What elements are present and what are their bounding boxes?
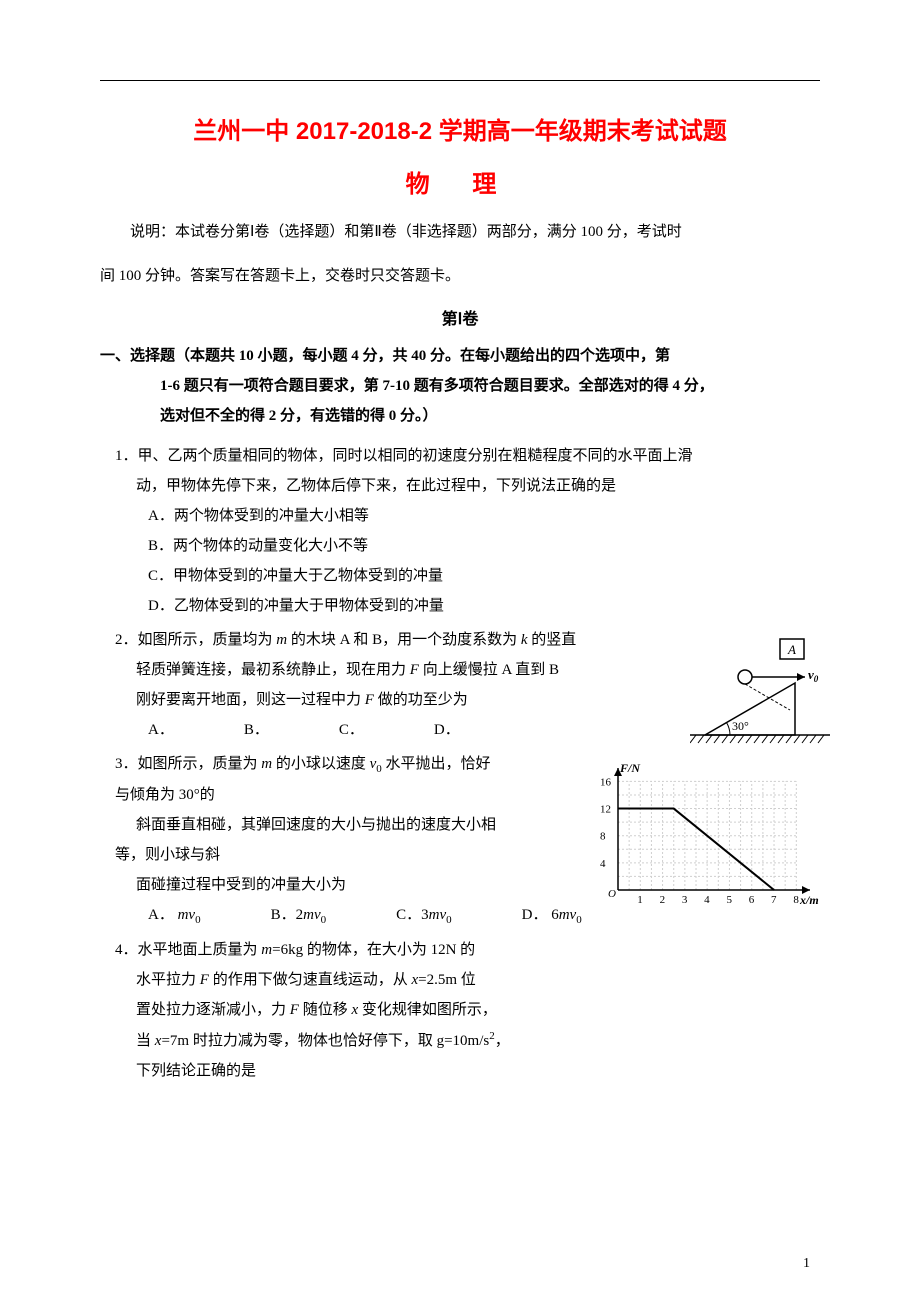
svg-text:12: 12 [600, 804, 611, 816]
page-title: 兰州一中 2017-2018-2 学期高一年级期末考试试题 [100, 111, 820, 146]
graph-ylabel: F/N [619, 761, 641, 775]
section1-head-l2: 1-6 题只有一项符合题目要求，第 7-10 题有多项符合题目要求。全部选对的得… [108, 371, 821, 401]
svg-text:16: 16 [600, 776, 612, 788]
q1-optA: A．两个物体受到的冲量大小相等 [100, 501, 820, 531]
svg-text:5: 5 [726, 894, 732, 906]
q1-optD: D．乙物体受到的冲量大于甲物体受到的冲量 [100, 591, 820, 621]
q3-optC: C．3mv0 [396, 900, 452, 931]
q3-optA: A． mv0 [148, 900, 201, 931]
q2-optB: B． [244, 715, 269, 745]
section1-head: 一、选择题（本题共 10 小题，每小题 4 分，共 40 分。在每小题给出的四个… [100, 341, 820, 431]
section1-head-l3: 选对但不全的得 2 分，有选错的得 0 分。） [108, 401, 821, 431]
q4: 4．水平地面上质量为 m=6kg 的物体，在大小为 12N 的 水平拉力 F 的… [100, 935, 820, 1086]
q4-stem-l5: 下列结论正确的是 [100, 1056, 820, 1086]
q3-optB: B．2mv0 [271, 900, 327, 931]
instructions: 说明：本试卷分第Ⅰ卷（选择题）和第Ⅱ卷（非选择题）两部分，满分 100 分，考试… [100, 217, 820, 247]
q3-optD: D． 6mv0 [522, 900, 582, 931]
q4-stem-l3: 置处拉力逐渐减小，力 F 随位移 x 变化规律如图所示， [100, 995, 820, 1025]
top-rule [100, 80, 820, 81]
q2-optC: C． [339, 715, 364, 745]
svg-text:4: 4 [704, 894, 710, 906]
q2-optA: A． [148, 715, 174, 745]
svg-text:7: 7 [771, 894, 777, 906]
fig-angle-label: 30° [732, 719, 749, 733]
q2-optD: D． [434, 715, 460, 745]
instructions-line2: 间 100 分钟。答案写在答题卡上，交卷时只交答题卡。 [100, 268, 460, 284]
svg-text:3: 3 [682, 894, 688, 906]
subject-label: 物 理 [100, 164, 820, 199]
svg-text:8: 8 [793, 894, 799, 906]
graph-xlabel: x/m [799, 893, 819, 907]
q4-stem-l1: 4．水平地面上质量为 m=6kg 的物体，在大小为 12N 的 [100, 935, 820, 965]
q4-stem-l2: 水平拉力 F 的作用下做匀速直线运动，从 x=2.5m 位 [100, 965, 820, 995]
svg-text:1: 1 [637, 894, 643, 906]
instructions-cont: 间 100 分钟。答案写在答题卡上，交卷时只交答题卡。 [100, 261, 820, 291]
q1: 1．甲、乙两个质量相同的物体，同时以相同的初速度分别在粗糙程度不同的水平面上滑 … [100, 441, 820, 621]
svg-text:4: 4 [600, 858, 606, 870]
graph-origin: O [608, 888, 616, 900]
fig-box-label: A [787, 642, 796, 657]
section1-head-l1: 一、选择题（本题共 10 小题，每小题 4 分，共 40 分。在每小题给出的四个… [100, 348, 670, 364]
svg-text:6: 6 [749, 894, 755, 906]
q1-optC: C．甲物体受到的冲量大于乙物体受到的冲量 [100, 561, 820, 591]
q4-stem-l4: 当 x=7m 时拉力减为零，物体也恰好停下，取 g=10m/s2， [100, 1025, 820, 1056]
page-number: 1 [803, 1256, 810, 1272]
instructions-line1: 说明：本试卷分第Ⅰ卷（选择题）和第Ⅱ卷（非选择题）两部分，满分 100 分，考试… [130, 224, 682, 240]
q4-figure-graph: F/N x/m O 12345678 481216 [590, 760, 820, 910]
q1-optB: B．两个物体的动量变化大小不等 [100, 531, 820, 561]
q1-stem-l1: 1．甲、乙两个质量相同的物体，同时以相同的初速度分别在粗糙程度不同的水平面上滑 [100, 441, 820, 471]
svg-text:8: 8 [600, 831, 606, 843]
fig-v0-label: v0 [808, 667, 819, 684]
part1-label: 第Ⅰ卷 [100, 305, 820, 329]
q1-stem-l2: 动，甲物体先停下来，乙物体后停下来，在此过程中，下列说法正确的是 [100, 471, 820, 501]
q2-figure-incline: A v0 30° [690, 635, 840, 755]
svg-text:2: 2 [660, 894, 666, 906]
